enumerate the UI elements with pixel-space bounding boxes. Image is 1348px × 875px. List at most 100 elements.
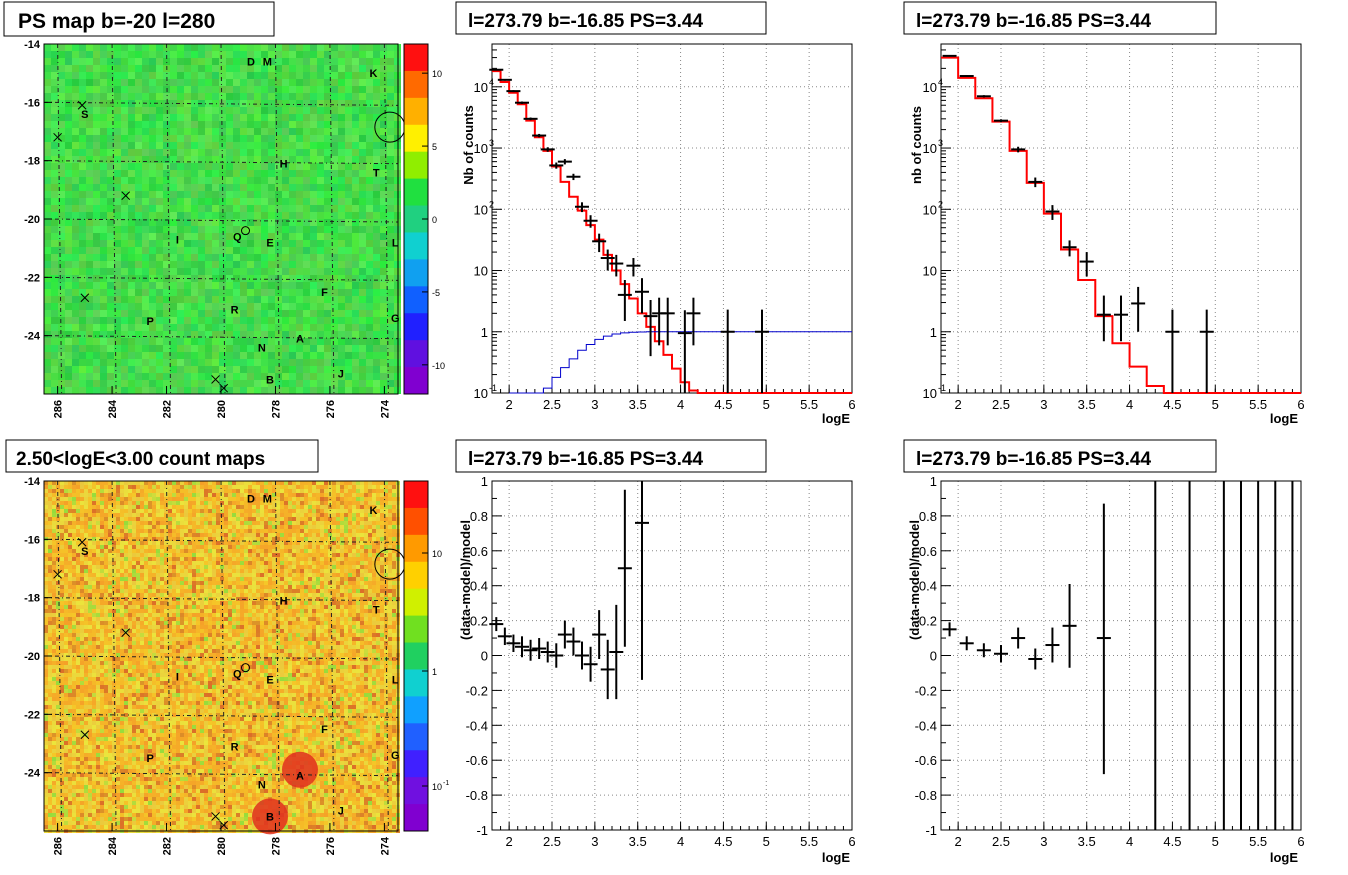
ps-map-cell bbox=[254, 170, 261, 177]
ps-map-cell bbox=[212, 107, 219, 114]
ps-map-cell bbox=[247, 247, 254, 254]
counts-map-cell bbox=[64, 497, 68, 501]
counts-map-cell bbox=[260, 509, 264, 513]
counts-map-cell bbox=[68, 529, 72, 533]
counts-map-cell bbox=[296, 481, 300, 485]
ps-map-cell bbox=[65, 324, 72, 331]
ps-map-cell bbox=[100, 100, 107, 107]
counts-map-cell bbox=[216, 517, 220, 521]
counts-map-cell bbox=[288, 497, 292, 501]
counts-map-cell bbox=[204, 525, 208, 529]
ps-map-cell bbox=[366, 142, 373, 149]
counts-map-cell bbox=[256, 505, 260, 509]
counts-map-cell bbox=[260, 581, 264, 585]
ps-map-cell bbox=[177, 156, 184, 163]
counts-map-cell bbox=[360, 489, 364, 493]
ps-map-cell bbox=[177, 44, 184, 51]
counts-map-cell bbox=[300, 565, 304, 569]
ps-map-cell bbox=[191, 331, 198, 338]
counts-map-cell bbox=[288, 521, 292, 525]
ps-map-cell bbox=[338, 44, 345, 51]
counts-map-cell bbox=[336, 573, 340, 577]
counts-map-cell bbox=[340, 573, 344, 577]
ps-map-cell bbox=[100, 345, 107, 352]
counts-map-cell bbox=[80, 533, 84, 537]
ps-map-cell bbox=[142, 170, 149, 177]
counts-map-cell bbox=[288, 565, 292, 569]
counts-map-cell bbox=[124, 493, 128, 497]
ps-map-cell bbox=[93, 296, 100, 303]
ps-map-cell bbox=[366, 170, 373, 177]
counts-map-cell bbox=[100, 517, 104, 521]
ps-map-cell bbox=[296, 51, 303, 58]
counts-map-cell bbox=[360, 545, 364, 549]
ps-map-cell bbox=[177, 275, 184, 282]
ps-map-cell bbox=[268, 135, 275, 142]
counts-map-cell bbox=[332, 521, 336, 525]
counts-map-cell bbox=[348, 537, 352, 541]
counts-map-cell bbox=[116, 569, 120, 573]
counts-map-cell bbox=[308, 493, 312, 497]
ps-map-cell bbox=[226, 128, 233, 135]
counts-map-cell bbox=[56, 557, 60, 561]
ps-map-cell bbox=[226, 212, 233, 219]
ps-map-cell bbox=[261, 114, 268, 121]
counts-map-cell bbox=[260, 497, 264, 501]
counts-map-cell bbox=[196, 513, 200, 517]
counts-map-cell bbox=[388, 529, 392, 533]
counts-map-cell bbox=[244, 513, 248, 517]
counts-map-cell bbox=[96, 565, 100, 569]
counts-map-cell bbox=[80, 485, 84, 489]
ps-map-cell bbox=[93, 233, 100, 240]
counts-map-cell bbox=[248, 489, 252, 493]
counts-map-cell bbox=[380, 565, 384, 569]
ps-map-cell bbox=[65, 345, 72, 352]
counts-map-cell bbox=[60, 493, 64, 497]
counts-map-cell bbox=[104, 529, 108, 533]
ps-map-cell bbox=[282, 226, 289, 233]
counts-map-cell bbox=[44, 517, 48, 521]
counts-map-cell bbox=[44, 549, 48, 553]
ps-map-cell bbox=[100, 156, 107, 163]
ps-map-cell bbox=[212, 128, 219, 135]
ps-map-cell bbox=[380, 324, 387, 331]
counts-map-cell bbox=[76, 537, 80, 541]
counts-map-cell bbox=[88, 521, 92, 525]
ps-map-cell bbox=[100, 114, 107, 121]
ps-map-cell bbox=[156, 177, 163, 184]
counts-map-cell bbox=[156, 493, 160, 497]
ps-map-cell bbox=[121, 142, 128, 149]
ps-map-cell bbox=[275, 219, 282, 226]
ps-map-cell bbox=[240, 156, 247, 163]
ps-map-cell bbox=[254, 86, 261, 93]
ps-map-cell bbox=[149, 310, 156, 317]
ps-map-cell bbox=[198, 310, 205, 317]
counts-map-cell bbox=[124, 513, 128, 517]
ps-map-cell bbox=[114, 114, 121, 121]
ps-map-cell bbox=[135, 149, 142, 156]
counts-map-cell bbox=[264, 569, 268, 573]
ps-map-cell bbox=[345, 303, 352, 310]
ps-map-cell bbox=[100, 261, 107, 268]
counts-map-cell bbox=[324, 581, 328, 585]
ps-map-cell bbox=[79, 177, 86, 184]
counts-map-cell bbox=[56, 581, 60, 585]
ps-map-cell bbox=[359, 79, 366, 86]
counts-map-cell bbox=[308, 529, 312, 533]
ps-map-cell bbox=[107, 170, 114, 177]
ps-map-cell bbox=[163, 51, 170, 58]
ps-map-cell bbox=[205, 331, 212, 338]
counts-map-cell bbox=[228, 521, 232, 525]
ps-map-cell bbox=[254, 93, 261, 100]
ps-map-cell bbox=[121, 254, 128, 261]
counts-map-cell bbox=[136, 513, 140, 517]
counts-map-cell bbox=[312, 521, 316, 525]
ps-map-cell bbox=[275, 331, 282, 338]
counts-map-cell bbox=[92, 581, 96, 585]
ps-map-cell bbox=[282, 93, 289, 100]
counts-map-cell bbox=[232, 581, 236, 585]
counts-map-cell bbox=[228, 577, 232, 581]
ps-map-cell bbox=[163, 338, 170, 345]
ps-map-cell bbox=[72, 282, 79, 289]
ps-map-cell bbox=[317, 289, 324, 296]
